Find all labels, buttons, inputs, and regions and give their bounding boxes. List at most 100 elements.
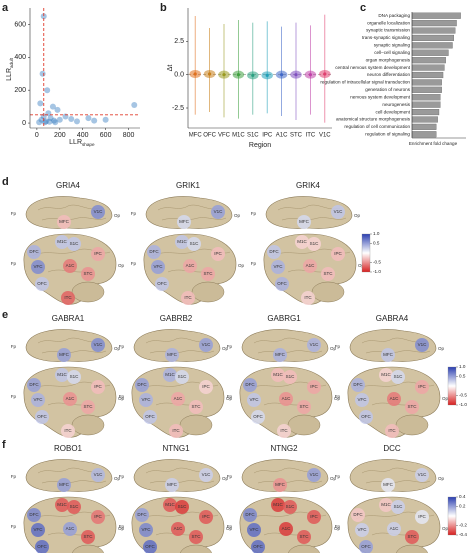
region-spot — [307, 510, 321, 524]
bar — [411, 116, 438, 123]
colorbar-tick-label: 0.2 — [459, 504, 466, 509]
region-label: S1C — [178, 504, 188, 509]
region-label: M1C — [57, 502, 67, 507]
bar-label: synaptic transmission — [366, 28, 410, 33]
region-label: ITC — [64, 295, 72, 300]
y-tick-label: 2.5 — [174, 38, 184, 45]
y-tick-label: 0 — [22, 120, 26, 127]
landmark-label: Op — [330, 476, 337, 481]
brain-folds — [145, 467, 215, 484]
panel-label: e — [2, 309, 8, 321]
gene-name: GABRA4 — [376, 314, 409, 323]
region-label: S1C — [394, 374, 404, 379]
region-label: M1C — [57, 239, 67, 244]
gene-name: GRIK4 — [296, 181, 321, 190]
region-spot — [297, 530, 311, 544]
bar-label: nervous system development — [350, 94, 410, 99]
region-spot — [163, 368, 177, 382]
cerebellum — [179, 414, 213, 436]
region-spot — [199, 510, 213, 524]
region-spot — [359, 540, 373, 553]
brain-folds — [253, 337, 323, 354]
landmark-label: Op — [114, 476, 121, 481]
region-label: OFC — [37, 414, 47, 419]
x-tick-label: ITC — [306, 133, 316, 139]
median-dot — [222, 73, 226, 77]
region-label: V1C — [214, 209, 224, 214]
region-label: MFC — [299, 219, 309, 224]
brain: GABRB2 MFC DFC VFC OFC M1C S1C IPC A1C STC ITC V1C F… — [119, 314, 233, 438]
landmark-label: Fp — [251, 261, 257, 266]
region-label: IPC — [310, 384, 318, 389]
region-spot — [181, 291, 195, 305]
region-spot — [31, 523, 45, 537]
region-spot — [271, 498, 285, 512]
region-spot — [139, 523, 153, 537]
point — [46, 118, 53, 125]
region-label: OFC — [361, 544, 371, 549]
brain-medial — [265, 196, 353, 229]
region-spot — [143, 540, 157, 553]
region-label: DFC — [137, 512, 147, 517]
region-label: STC — [408, 534, 418, 539]
cerebellum — [71, 414, 105, 436]
region-label: S1C — [394, 504, 404, 509]
region-spot — [359, 410, 373, 424]
region-spot — [135, 378, 149, 392]
x-tick-label: V1C — [319, 133, 331, 139]
region-spot — [307, 237, 321, 251]
cerebellum — [287, 414, 321, 436]
landmark-label: Op — [438, 346, 445, 351]
region-label: DFC — [137, 382, 147, 387]
region-spot — [177, 215, 191, 229]
region-label: IPC — [94, 384, 102, 389]
landmark-label: Fp — [11, 344, 17, 349]
region-spot — [139, 393, 153, 407]
region-label: A1C — [282, 396, 292, 401]
cerebellum — [288, 544, 320, 553]
region-spot — [415, 510, 429, 524]
region-spot — [387, 392, 401, 406]
brain-folds — [37, 337, 107, 354]
region-label: M1C — [381, 372, 391, 377]
y-tick-label: 200 — [14, 87, 26, 94]
bar — [411, 109, 440, 116]
region-label: MFC — [383, 352, 393, 357]
region-label: OFC — [361, 414, 371, 419]
region-spot — [91, 380, 105, 394]
landmark-label: Fp — [335, 344, 341, 349]
bar-label: synaptic signaling — [374, 43, 411, 48]
region-label: S1C — [286, 504, 296, 509]
colorbar-tick-label: 0.5 — [373, 241, 380, 246]
region-label: STC — [408, 404, 418, 409]
landmark-label: Fp — [131, 211, 137, 216]
region-spot — [31, 260, 45, 274]
point — [102, 116, 109, 123]
landmark-label: Fp — [335, 524, 341, 529]
region-label: VFC — [358, 527, 368, 532]
gene-name: GRIK1 — [176, 181, 201, 190]
region-spot — [273, 478, 287, 492]
region-spot — [91, 247, 105, 261]
region-label: OFC — [145, 544, 155, 549]
region-label: IPC — [202, 514, 210, 519]
bar — [411, 42, 453, 49]
region-spot — [295, 235, 309, 249]
brain-folds — [37, 204, 107, 221]
region-spot — [321, 267, 335, 281]
region-spot — [307, 338, 321, 352]
y-axis-label: Δt — [167, 65, 174, 72]
region-spot — [35, 277, 49, 291]
region-label: DFC — [353, 382, 363, 387]
landmark-label: Fp — [335, 394, 341, 399]
landmark-label: Fp — [119, 524, 125, 529]
region-label: M1C — [165, 502, 175, 507]
landmark-label: Op — [334, 396, 341, 401]
brain-medial — [133, 329, 221, 362]
region-label: VFC — [34, 397, 44, 402]
region-spot — [171, 522, 185, 536]
landmark-label: Op — [114, 346, 121, 351]
brain: ROBO1MFCDFCVFCOFCM1CS1CIPCA1CSTCITCV1CFp… — [11, 444, 125, 553]
landmark-label: Op — [222, 476, 229, 481]
y-tick-label: 400 — [14, 54, 26, 61]
